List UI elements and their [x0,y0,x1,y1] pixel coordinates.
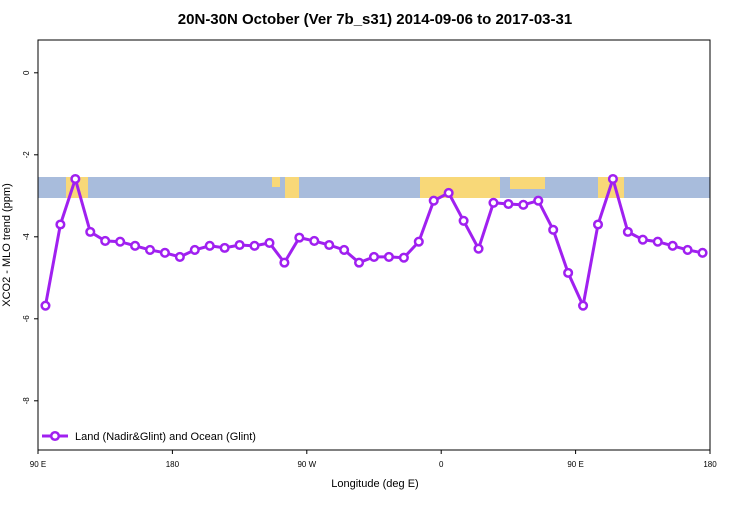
data-point [40,300,51,311]
data-point [279,257,290,268]
data-point [219,242,230,253]
data-point [637,234,648,245]
data-point [503,198,514,210]
data-point [368,251,380,262]
data-point [488,197,499,208]
data-point [294,232,305,243]
data-point [159,247,170,258]
data-point [592,219,604,230]
x-tick-label: 180 [703,460,717,469]
data-point [309,235,320,246]
data-point [428,195,439,206]
data-point [100,235,111,246]
data-point [533,195,544,206]
x-tick-label: 180 [166,460,180,469]
data-point [249,240,260,251]
x-axis-label: Longitude (deg E) [331,478,418,490]
data-point [622,226,633,237]
data-point [174,251,185,262]
data-point [324,239,335,251]
data-point [115,236,126,247]
data-point [652,236,663,247]
x-tick-label: 0 [439,460,444,469]
x-tick-label: 90 E [30,460,46,469]
data-point [264,237,275,248]
data-point [518,199,529,210]
data-point [144,244,156,255]
data-point [667,240,678,251]
data-point [383,251,394,262]
chart-title: 20N-30N October (Ver 7b_s31) 2014-09-06 … [178,11,572,28]
data-point [473,243,484,254]
y-axis-label: XCO2 - MLO trend (ppm) [1,183,13,306]
y-tick-label: -8 [22,397,31,405]
data-point [548,224,559,235]
data-point [682,244,693,255]
y-tick-label: 0 [22,70,31,75]
data-point [458,215,469,226]
y-tick-label: -6 [22,315,31,323]
legend-marker [49,430,61,442]
y-tick-label: -2 [22,151,31,159]
data-point [413,236,424,247]
data-point [130,240,141,251]
data-point [234,239,245,251]
data-point [563,267,574,278]
data-point [189,244,200,255]
x-tick-label: 90 E [567,460,583,469]
y-tick-label: -4 [22,233,31,241]
data-point [70,173,81,185]
data-point [85,226,96,237]
legend-label: Land (Nadir&Glint) and Ocean (Glint) [75,431,256,443]
data-point [339,244,350,255]
data-point [697,247,708,258]
data-point [398,252,409,263]
data-point [607,173,618,185]
data-point [443,187,454,198]
data-point [204,240,215,251]
x-tick-label: 90 W [297,460,316,469]
data-point [578,300,589,311]
data-point [354,257,365,268]
data-point [55,219,66,230]
plot-frame [37,39,711,451]
